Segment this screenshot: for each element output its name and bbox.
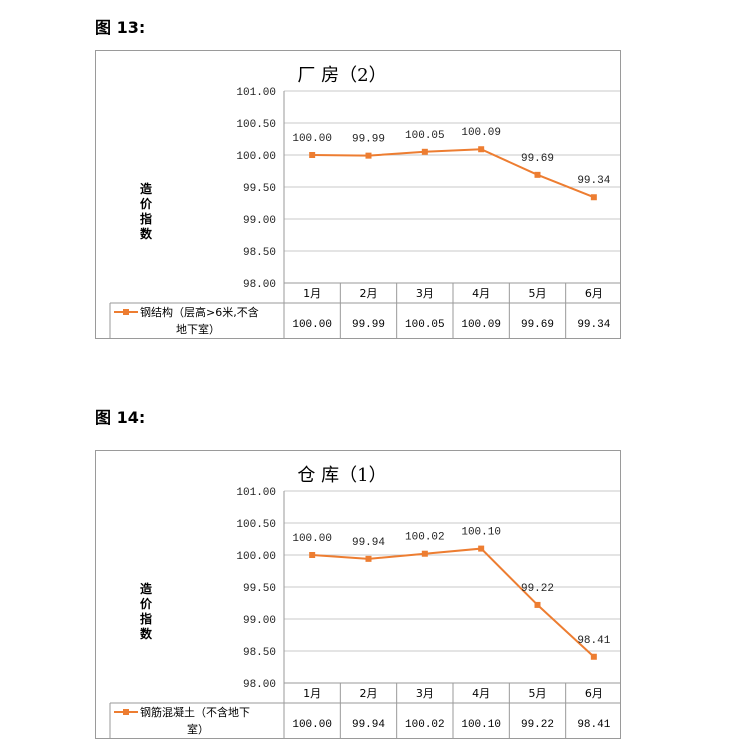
factory-category-label: 2月 — [360, 287, 378, 300]
warehouse-title: 仓 库（1） — [297, 465, 386, 486]
factory-category-label: 1月 — [303, 287, 321, 300]
warehouse-category-label: 2月 — [360, 687, 378, 700]
factory-data-point — [365, 152, 372, 159]
warehouse-table-cell: 100.10 — [461, 719, 501, 731]
factory-legend-label: 地下室） — [176, 322, 220, 336]
warehouse-ylabel-char: 指 — [140, 611, 152, 626]
warehouse-legend-marker — [123, 709, 129, 715]
factory-data-label: 100.05 — [405, 130, 445, 142]
chart-warehouse: 仓 库（1） 98.00 98.50 99.00 99.50 100.00 100.50 10… — [95, 450, 621, 739]
warehouse-data-label: 99.94 — [352, 537, 385, 549]
warehouse-data-point — [478, 545, 485, 552]
warehouse-table-cell: 100.02 — [405, 719, 445, 731]
factory-title: 厂 房（2） — [297, 65, 386, 86]
warehouse-category-label: 3月 — [416, 687, 434, 700]
factory-data-label: 100.09 — [461, 127, 501, 139]
figure-14-label: 图 14: — [95, 408, 146, 427]
factory-table-cell: 100.05 — [405, 319, 445, 331]
warehouse-data-point — [590, 653, 597, 660]
warehouse-category-label: 5月 — [529, 687, 547, 700]
warehouse-data-label: 98.41 — [577, 635, 610, 647]
factory-data-point — [534, 171, 541, 178]
factory-ylabel-char: 造 — [140, 181, 153, 196]
factory-legend-marker — [123, 309, 129, 315]
warehouse-legend-label: 钢筋混凝土（不含地下 — [140, 705, 250, 719]
factory-table-cell: 99.99 — [352, 319, 385, 331]
factory-category-label: 4月 — [472, 287, 490, 300]
warehouse-table-cell: 99.94 — [352, 719, 385, 731]
warehouse-ytick-label: 100.50 — [236, 519, 276, 531]
warehouse-ytick-label: 98.50 — [243, 647, 276, 659]
factory-ytick-label: 101.00 — [236, 87, 276, 99]
warehouse-data-label: 99.22 — [521, 583, 554, 595]
factory-data-point — [478, 146, 485, 153]
factory-legend-label: 钢结构（层高>6米,不含 — [140, 305, 259, 319]
warehouse-data-label: 100.02 — [405, 532, 445, 544]
factory-series-line — [312, 148, 595, 199]
warehouse-category-label: 1月 — [303, 687, 321, 700]
warehouse-data-label: 100.10 — [461, 527, 501, 539]
warehouse-ylabel-char: 数 — [140, 626, 153, 641]
factory-data-point — [421, 148, 428, 155]
factory-table-cell: 100.09 — [461, 319, 501, 331]
warehouse-legend-label: 室） — [187, 722, 209, 736]
chart-warehouse-svg: 仓 库（1） 98.00 98.50 99.00 99.50 100.00 100.50 10… — [109, 465, 620, 738]
factory-data-label: 99.34 — [577, 175, 610, 187]
factory-category-label: 5月 — [529, 287, 547, 300]
warehouse-table-cell: 99.22 — [521, 719, 554, 731]
factory-data-point — [590, 194, 597, 201]
factory-category-label: 3月 — [416, 287, 434, 300]
factory-data-label: 99.99 — [352, 134, 385, 146]
factory-category-label: 6月 — [585, 287, 603, 300]
factory-ytick-label: 99.50 — [243, 183, 276, 195]
warehouse-table-cell: 98.41 — [577, 719, 610, 731]
figure-13-label: 图 13: — [95, 18, 146, 37]
factory-data-label: 99.69 — [521, 153, 554, 165]
factory-ylabel-char: 指 — [140, 211, 152, 226]
warehouse-ytick-label: 101.00 — [236, 487, 276, 499]
warehouse-data-point — [421, 550, 428, 557]
chart-factory-svg: 厂 房（2） 98.00 98.50 99.00 99.50 100.00 100.50 10… — [109, 65, 620, 338]
warehouse-category-label: 4月 — [472, 687, 490, 700]
factory-data-point — [309, 152, 316, 158]
factory-ytick-label: 98.00 — [243, 279, 276, 291]
warehouse-ytick-label: 98.00 — [243, 679, 276, 691]
factory-table-cell: 99.69 — [521, 319, 554, 331]
warehouse-data-point — [309, 552, 316, 558]
factory-ytick-label: 99.00 — [243, 215, 276, 227]
warehouse-series-line — [312, 547, 595, 658]
warehouse-ylabel-char: 价 — [140, 597, 153, 611]
warehouse-table-cell: 100.00 — [292, 719, 332, 731]
warehouse-data-point — [534, 601, 541, 608]
factory-ytick-label: 100.00 — [236, 151, 276, 163]
factory-ytick-label: 100.50 — [236, 119, 276, 131]
factory-ylabel-char: 价 — [140, 197, 153, 211]
warehouse-data-point — [365, 555, 372, 562]
factory-table-cell: 100.00 — [292, 319, 332, 331]
factory-ylabel-char: 数 — [140, 226, 153, 241]
warehouse-ytick-label: 99.50 — [243, 583, 276, 595]
warehouse-ytick-label: 99.00 — [243, 615, 276, 627]
warehouse-data-label: 100.00 — [292, 533, 332, 545]
factory-data-label: 100.00 — [292, 133, 332, 145]
warehouse-ytick-label: 100.00 — [236, 551, 276, 563]
factory-ytick-label: 98.50 — [243, 247, 276, 259]
warehouse-category-label: 6月 — [585, 687, 603, 700]
chart-factory: 厂 房（2） 98.00 98.50 99.00 99.50 100.00 100.50 10… — [95, 50, 621, 339]
warehouse-ylabel-char: 造 — [140, 581, 153, 596]
factory-table-cell: 99.34 — [577, 319, 610, 331]
